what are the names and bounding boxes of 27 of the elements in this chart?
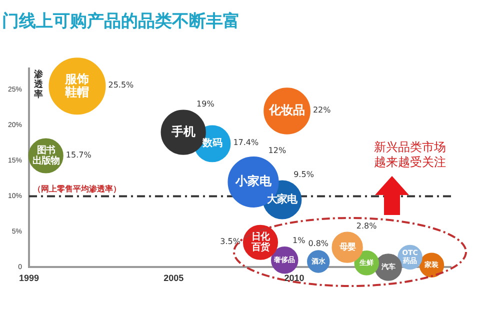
data-label: 2.8%: [356, 221, 378, 230]
annotation: 新兴品类市场越来越受关注: [373, 140, 447, 170]
series-label: 手机: [170, 124, 196, 138]
chart-title: 门线上可购产品的品类不断丰富: [2, 12, 240, 32]
data-label: 9.5%: [294, 170, 314, 179]
series-label: 大家电: [266, 193, 298, 206]
ref-line-label: （网上零售平均渗透率）: [33, 183, 121, 194]
series-label: 图书出版物: [32, 144, 60, 166]
data-label: 1%: [292, 236, 306, 246]
data-label: 3.5%: [220, 236, 241, 246]
series-label: 小家电: [234, 174, 272, 188]
series-label: 日化百货: [250, 232, 270, 253]
data-label: 17.4%: [233, 138, 260, 148]
series-label: 化妆品: [268, 103, 306, 118]
series-label: 数码: [201, 137, 222, 150]
x-tick-label: 1999: [18, 273, 40, 284]
series-label: 母婴: [338, 241, 356, 252]
series-label: 服饰鞋帽: [64, 72, 90, 99]
y-axis-title: 渗透率: [33, 69, 44, 100]
x-tick-label: 2005: [164, 273, 184, 284]
data-label: 12%: [268, 146, 286, 156]
x-tick-label: 2010: [284, 273, 304, 284]
data-label: 0.8%: [308, 238, 329, 248]
data-label: 19%: [196, 99, 215, 108]
data-label: 22%: [312, 106, 332, 115]
data-label: 25.5%: [108, 80, 134, 90]
data-label: 15.7%: [66, 150, 92, 160]
